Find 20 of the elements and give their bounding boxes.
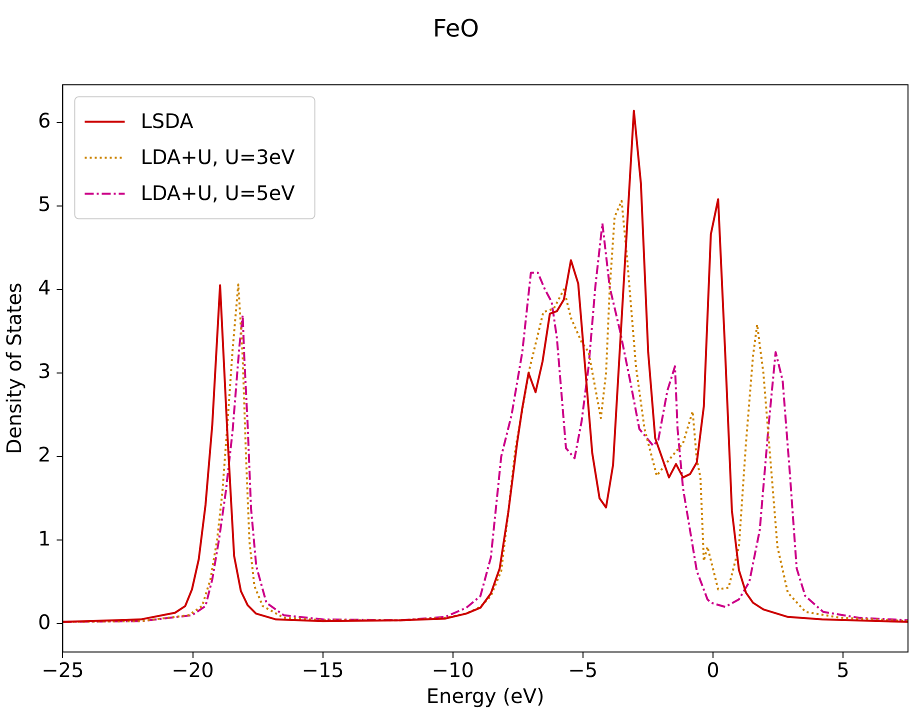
x-tick-label: −15 <box>302 658 344 682</box>
y-tick-label: 3 <box>38 359 51 384</box>
y-tick-label: 0 <box>38 610 51 634</box>
chart-title: FeO <box>432 14 480 43</box>
y-tick-label: 1 <box>38 526 51 550</box>
y-tick-label: 4 <box>38 276 51 300</box>
y-tick-label: 6 <box>38 108 51 133</box>
x-tick-label: −20 <box>172 658 214 682</box>
x-tick-label: −25 <box>42 658 84 682</box>
x-tick-label: −10 <box>432 658 474 682</box>
legend-label: LDA+U, U=3eV <box>140 145 296 170</box>
y-tick-label: 5 <box>38 192 51 216</box>
x-tick-label: −5 <box>568 658 598 682</box>
x-axis-title: Energy (eV) <box>426 684 544 708</box>
y-tick-label: 2 <box>38 442 51 467</box>
x-tick-label: 5 <box>836 658 850 682</box>
x-tick-label: 0 <box>706 658 720 682</box>
y-axis-title: Density of States <box>2 282 26 454</box>
legend-label: LDA+U, U=5eV <box>140 181 296 206</box>
legend-label: LSDA <box>140 109 194 134</box>
